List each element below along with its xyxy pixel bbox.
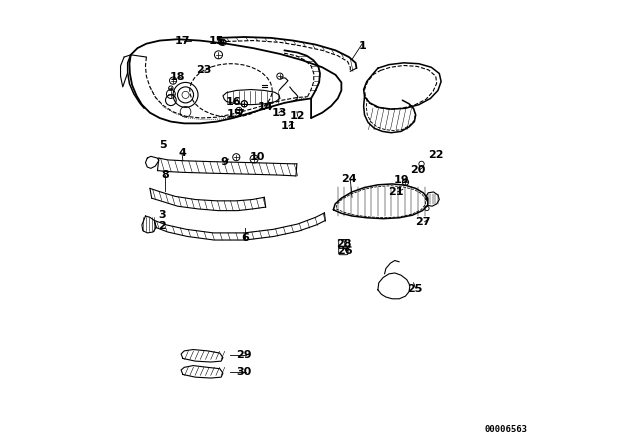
Text: 19: 19 — [393, 175, 409, 185]
Text: 11: 11 — [281, 121, 296, 131]
Text: 21: 21 — [388, 187, 403, 197]
Text: 16: 16 — [225, 97, 241, 107]
Text: 28: 28 — [336, 239, 351, 249]
Text: 14: 14 — [258, 102, 273, 112]
Text: 15: 15 — [209, 35, 225, 46]
Text: 15: 15 — [227, 109, 242, 119]
Text: 27: 27 — [415, 217, 431, 227]
Text: 5: 5 — [159, 140, 167, 150]
Text: 23: 23 — [196, 65, 211, 75]
Text: 2: 2 — [158, 221, 166, 231]
Text: 17: 17 — [174, 35, 189, 46]
Text: 24: 24 — [341, 174, 356, 185]
Text: 6: 6 — [241, 233, 249, 243]
Text: 10: 10 — [250, 152, 266, 162]
Text: 18: 18 — [170, 72, 185, 82]
Text: 8: 8 — [161, 170, 169, 180]
Text: 25: 25 — [406, 284, 422, 293]
Text: 4: 4 — [178, 148, 186, 158]
Text: 26: 26 — [337, 246, 352, 256]
Text: 22: 22 — [428, 150, 444, 160]
Text: 12: 12 — [290, 111, 305, 121]
Text: 7: 7 — [236, 109, 244, 120]
Text: 29: 29 — [237, 350, 252, 360]
Text: 20: 20 — [410, 165, 426, 175]
Text: 3: 3 — [158, 210, 166, 220]
Text: 13: 13 — [271, 108, 287, 118]
Text: 9: 9 — [220, 157, 228, 167]
Text: 1: 1 — [358, 41, 366, 51]
Text: 00006563: 00006563 — [484, 425, 527, 434]
Text: 30: 30 — [237, 367, 252, 377]
